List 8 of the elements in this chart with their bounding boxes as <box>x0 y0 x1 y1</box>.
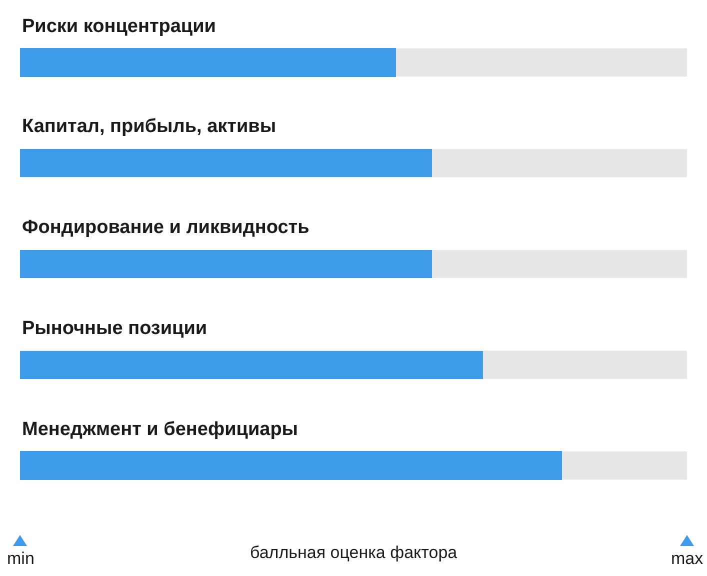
y-tick-label: Менеджмент и бенефициары <box>22 419 298 440</box>
x-axis-title: балльная оценка фактора <box>250 543 458 562</box>
text: min <box>7 549 34 568</box>
text: max <box>671 549 704 568</box>
y-tick-label: Рыночные позиции <box>22 318 208 339</box>
y-tick-label: Фондирование и ликвидность <box>22 217 310 238</box>
y-tick-label: Капитал, прибыль, активы <box>22 116 276 137</box>
y-tick-label: Риски концентрации <box>22 16 216 37</box>
